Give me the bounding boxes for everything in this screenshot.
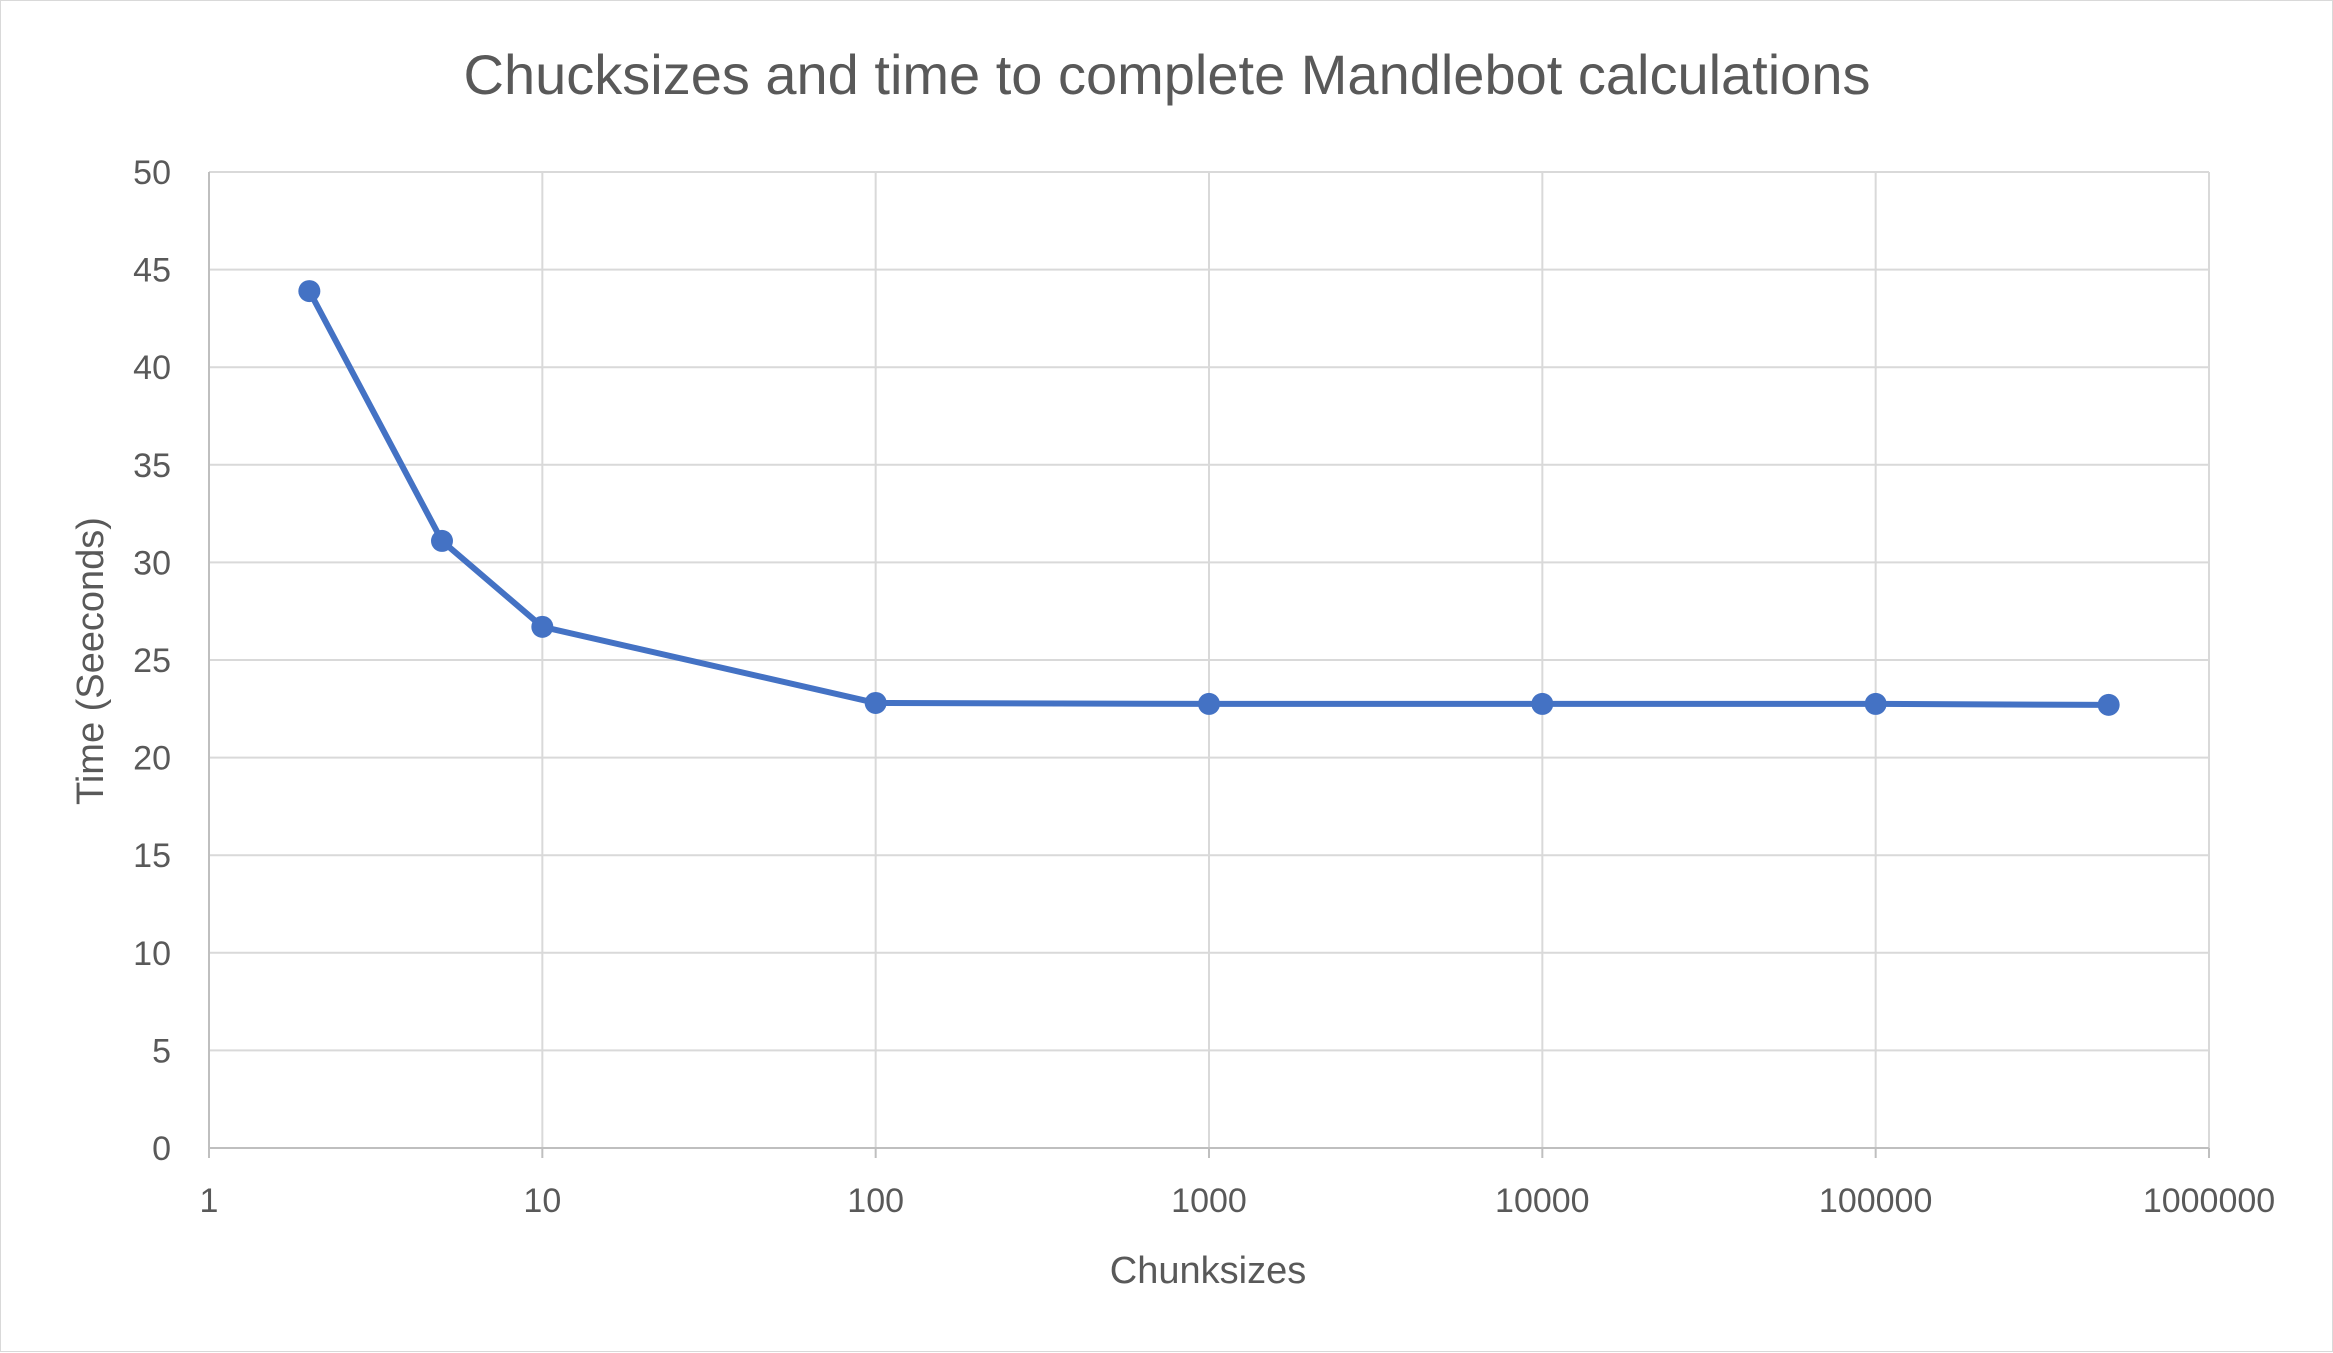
y-tick-label: 20 [133, 740, 171, 778]
y-tick-label: 50 [133, 154, 171, 192]
x-tick-label: 10 [523, 1182, 561, 1220]
y-tick-label: 5 [152, 1032, 171, 1070]
x-tick-label: 100000 [1819, 1182, 1932, 1220]
data-point [430, 529, 453, 552]
x-tick-label: 1 [200, 1182, 219, 1220]
chart-title: Chucksizes and time to complete Mandlebo… [464, 43, 1871, 106]
gridlines [209, 171, 2210, 1148]
data-point [864, 691, 887, 714]
y-tick-label: 30 [133, 544, 171, 582]
y-tick-label: 10 [133, 935, 171, 973]
y-tick-label: 45 [133, 252, 171, 290]
x-tick-label: 1000 [1171, 1182, 1247, 1220]
x-axis-label: Chunksizes [1110, 1250, 1306, 1292]
y-tick-label: 15 [133, 837, 171, 875]
y-tick-label: 35 [133, 447, 171, 485]
data-point [1198, 692, 1220, 715]
data-point [1531, 692, 1554, 715]
data-point [531, 615, 554, 638]
x-tick-label: 1000000 [2143, 1182, 2275, 1220]
x-tick-label: 100 [847, 1182, 904, 1220]
x-tick-label: 10000 [1495, 1182, 1590, 1220]
data-point [2097, 693, 2120, 716]
y-tick-label: 40 [133, 349, 171, 387]
axes [208, 172, 2210, 1158]
series-layer [298, 280, 2120, 716]
y-axis-label: Time (Seeconds) [70, 517, 112, 805]
data-point [1864, 692, 1887, 715]
y-tick-label: 0 [152, 1130, 171, 1168]
tick-labels: 0 5 10 15 20 25 30 35 40 45 50 1 10 100 1000 10000 10000… [133, 154, 2275, 1220]
series-line [306, 288, 2112, 708]
data-point [298, 280, 321, 303]
y-tick-label: 25 [133, 642, 171, 680]
